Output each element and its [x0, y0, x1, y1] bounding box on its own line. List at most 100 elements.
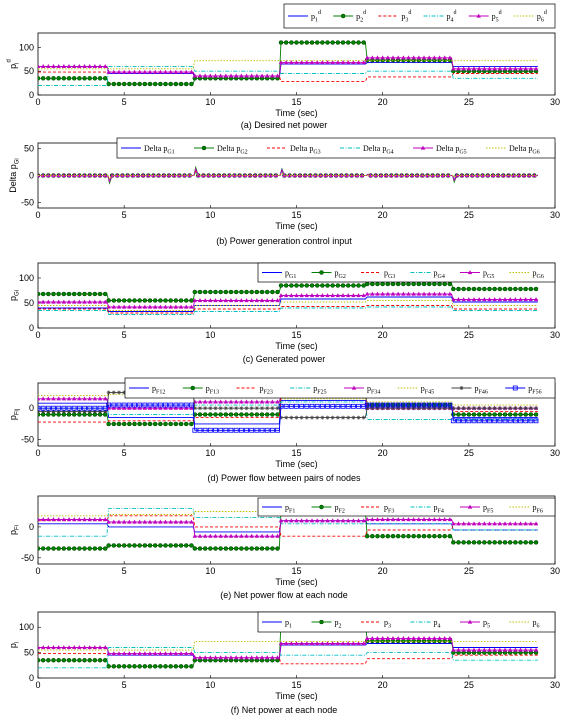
series-point: [533, 297, 539, 302]
series-point: [223, 533, 229, 538]
panel-caption: (a) Desired net power: [241, 120, 328, 130]
series-point: [442, 281, 447, 287]
series-point: [370, 406, 375, 411]
series-point: [404, 173, 409, 178]
series-point: [400, 402, 406, 408]
series-point: [299, 641, 304, 646]
series-point: [254, 73, 260, 78]
series-point: [425, 173, 430, 178]
x-tick-label: 25: [464, 330, 474, 340]
series-point: [364, 517, 370, 522]
series-point: [163, 402, 168, 408]
series-point: [158, 543, 163, 548]
series-point: [528, 418, 534, 424]
series-point: [476, 647, 482, 652]
series-point: [275, 412, 280, 417]
series-point: [244, 533, 249, 538]
series-point: [184, 651, 189, 656]
series-point: [189, 405, 194, 410]
series-point: [380, 406, 385, 411]
series-point: [346, 641, 351, 646]
series-point: [183, 402, 189, 408]
series-point: [229, 406, 234, 411]
x-tick-label: 15: [291, 448, 301, 458]
series-point: [173, 421, 179, 427]
series-point: [351, 283, 356, 288]
series-point: [426, 281, 432, 287]
series-point: [254, 546, 260, 551]
series-point: [471, 66, 477, 71]
series-point: [265, 533, 270, 538]
legend-marker: [459, 386, 464, 390]
series-point: [102, 76, 108, 81]
series-point: [192, 399, 198, 404]
series-point: [356, 293, 361, 298]
series-point: [233, 298, 239, 303]
x-axis-label: Time (sec): [275, 577, 317, 587]
series-point: [61, 657, 67, 663]
series-point: [294, 518, 299, 523]
series-point: [533, 540, 539, 545]
series-point: [127, 405, 132, 410]
series-point: [208, 298, 213, 303]
series-point: [163, 519, 168, 524]
series-point: [192, 289, 198, 295]
series-point: [288, 403, 294, 409]
series-point: [56, 173, 61, 178]
series-point: [471, 540, 477, 545]
series-point: [345, 40, 351, 45]
legend-label: pF34: [367, 384, 380, 395]
series-point: [244, 73, 249, 78]
series-point: [158, 69, 163, 74]
series-point: [304, 40, 310, 45]
series-point: [97, 299, 103, 304]
series-point: [77, 291, 82, 297]
series-point: [233, 655, 239, 660]
series-point: [330, 293, 335, 298]
series-point: [523, 286, 528, 292]
y-tick-label: 0: [29, 403, 34, 413]
series-point: [502, 297, 508, 302]
series-point: [202, 399, 208, 404]
series-point: [152, 664, 158, 669]
series-point: [71, 63, 77, 68]
series-point: [147, 405, 153, 410]
series-point: [325, 293, 330, 298]
series-point: [395, 533, 401, 539]
series-point: [51, 291, 56, 297]
series-point: [270, 399, 275, 404]
series-point: [442, 402, 448, 408]
series-point: [208, 73, 213, 78]
series-point: [265, 73, 270, 78]
series-point: [390, 636, 396, 640]
series-point: [351, 40, 356, 45]
series-point: [147, 651, 153, 656]
series-point: [432, 533, 437, 539]
series-point: [421, 291, 427, 296]
series-point: [163, 664, 168, 669]
series-point: [102, 291, 108, 297]
series-point: [456, 66, 461, 71]
legend-label: Delta pG4: [363, 144, 394, 155]
series-point: [249, 399, 254, 404]
series-point: [188, 402, 194, 408]
series-point: [275, 73, 280, 78]
series-point: [56, 517, 61, 522]
series-point: [137, 402, 143, 408]
series-point: [335, 415, 340, 420]
series-point: [294, 415, 299, 420]
panel-caption: (f) Net power at each node: [231, 705, 338, 715]
series-point: [528, 406, 533, 411]
series-point: [40, 405, 46, 411]
series-group: [38, 40, 539, 87]
legend-label: pF3: [384, 503, 394, 514]
series-point: [168, 421, 173, 427]
x-tick-label: 30: [550, 330, 560, 340]
series-point: [507, 540, 513, 545]
series-point: [239, 399, 244, 404]
series-point: [111, 664, 117, 669]
series-point: [208, 406, 213, 411]
series-point: [294, 403, 299, 409]
series-point: [103, 63, 108, 68]
series-point: [391, 406, 396, 411]
